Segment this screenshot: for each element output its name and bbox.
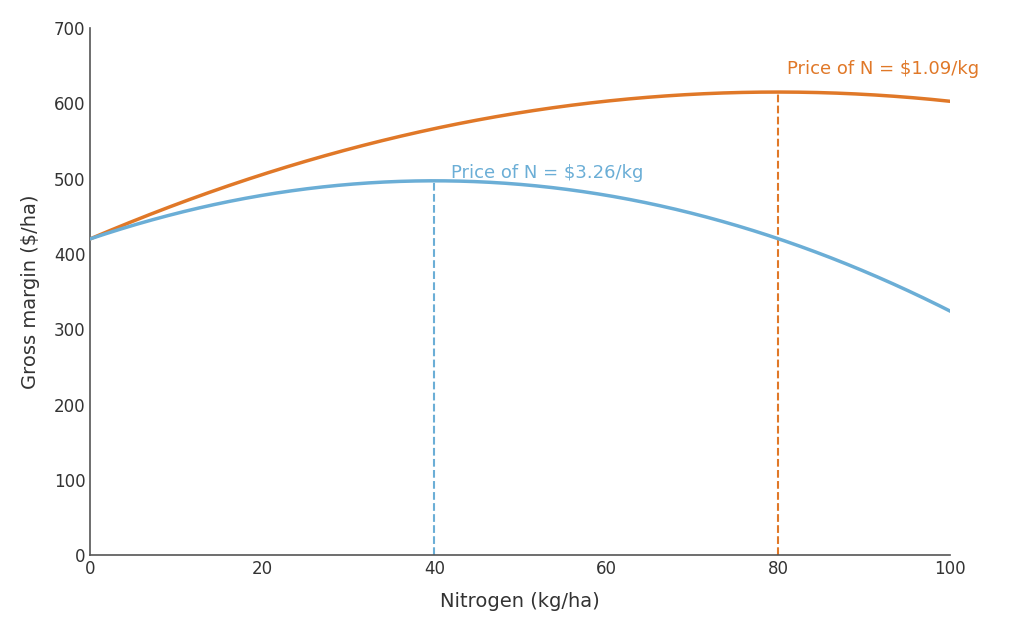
Text: Price of N = $3.26/kg: Price of N = $3.26/kg [451,164,644,181]
Text: Price of N = $1.09/kg: Price of N = $1.09/kg [787,60,980,78]
X-axis label: Nitrogen (kg/ha): Nitrogen (kg/ha) [440,592,600,611]
Y-axis label: Gross margin ($/ha): Gross margin ($/ha) [21,195,40,389]
